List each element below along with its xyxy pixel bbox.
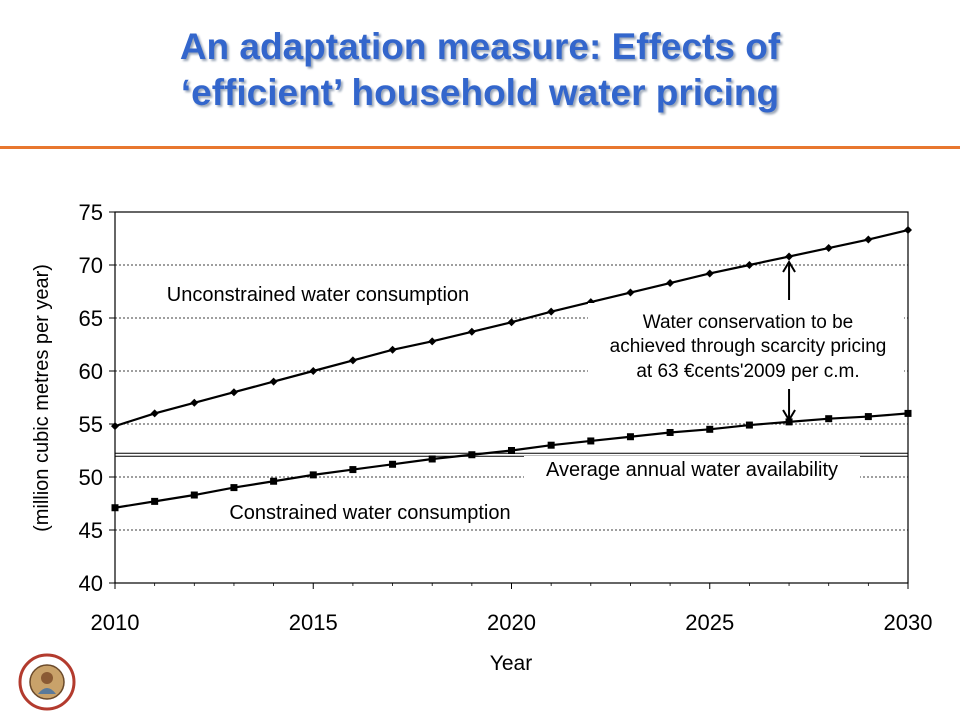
data-point-square [666,428,674,436]
data-point-square [745,421,753,429]
annotation-line-1: Water conservation to be [643,312,854,333]
data-point-square [626,433,634,441]
y-tick-label: 55 [79,412,103,437]
data-point-diamond [190,398,199,407]
data-point-diamond [785,252,794,261]
title-divider [0,146,960,149]
x-tick-label: 2030 [884,610,933,635]
data-point-diamond [666,279,675,288]
constrained-series-label: Constrained water consumption [229,502,510,524]
data-point-diamond [229,388,238,397]
x-tick-label: 2015 [289,610,338,635]
data-point-diamond [864,235,873,244]
annotation-line-3: at 63 €cents'2009 per c.m. [636,361,859,382]
data-point-square [349,466,357,474]
data-point-diamond [467,327,476,336]
data-point-diamond [705,269,714,278]
data-point-square [190,491,198,499]
data-point-square [270,477,278,485]
data-point-square [904,409,912,417]
data-point-diamond [150,409,159,418]
slide-title-line-2: ‘efficient’ household water pricing [180,72,780,113]
data-point-square [468,451,476,459]
data-point-diamond [309,367,318,375]
annotation-bg [588,303,904,381]
data-point-square [309,471,317,479]
unconstrained-series-label: Unconstrained water consumption [167,284,469,306]
data-point-diamond [388,345,397,354]
unconstrained-series-label-bg [138,281,498,307]
data-point-diamond [428,337,437,346]
data-point-square [389,460,397,468]
data-point-square [547,441,555,449]
x-tick-label: 2025 [685,610,734,635]
annotation: Water conservation to be achieved through… [588,260,904,422]
data-point-square [825,415,833,423]
arrow-up-head [782,260,796,273]
data-point-diamond [111,422,119,431]
x-axis: 2010 2015 2020 2025 2030 [91,583,933,635]
y-axis: 40 45 50 55 60 65 70 75 [79,200,115,596]
y-tick-label: 40 [79,571,103,596]
data-point-square [706,425,714,433]
arrow-down-head [782,409,796,422]
constrained-series-label-bg [203,499,537,525]
x-axis-label: Year [490,652,532,675]
availability-label: Average annual water availability [546,459,838,481]
data-point-diamond [626,288,635,297]
availability-label-bg [524,456,860,482]
annotation-line-2: achieved through scarcity pricing [610,336,887,357]
data-point-square [508,447,515,454]
data-point-diamond [547,307,556,316]
data-point-square [230,484,238,492]
data-point-diamond [824,244,833,253]
series-labels: Unconstrained water consumption Constrain… [138,281,860,525]
y-tick-label: 75 [79,200,103,225]
data-point-diamond [507,318,516,327]
x-tick-label: 2020 [487,610,536,635]
data-point-square [428,455,436,463]
data-point-square [864,413,872,421]
data-point-diamond [745,261,754,269]
data-point-diamond [269,377,278,386]
data-point-diamond [348,356,357,365]
university-seal-logo [18,653,76,711]
data-point-diamond [904,226,912,235]
data-point-square [587,437,595,445]
y-tick-label: 50 [79,465,103,490]
y-tick-label: 65 [79,306,103,331]
y-tick-label: 45 [79,518,103,543]
x-tick-label: 2010 [91,610,140,635]
slide-title: An adaptation measure: Effects of ‘effic… [0,24,960,116]
y-axis-label: (million cubic metres per year) [31,264,53,532]
y-tick-label: 60 [79,359,103,384]
y-tick-label: 70 [79,253,103,278]
data-point-square [111,504,119,512]
slide-title-line-1: An adaptation measure: Effects of [179,26,781,67]
data-point-square [151,497,159,505]
